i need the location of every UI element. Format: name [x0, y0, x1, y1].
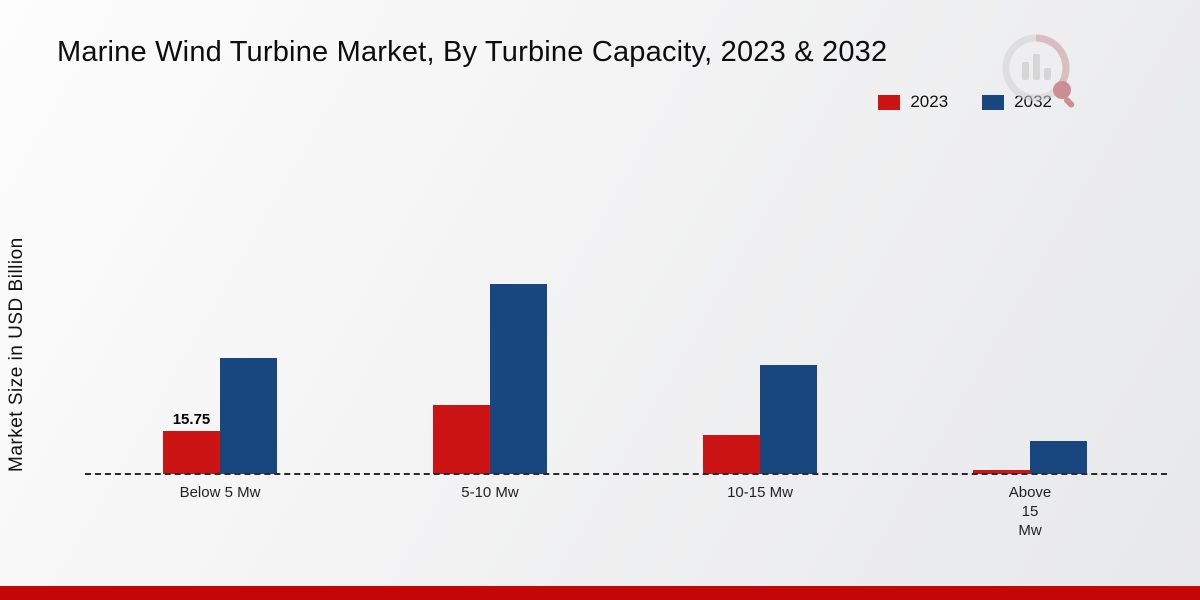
- legend-item-2023: 2023: [878, 92, 948, 112]
- bar-value-label: 15.75: [172, 411, 211, 428]
- category-label-below-5-mw: Below 5 Mw: [179, 484, 261, 501]
- category-label-above-15-mw: Above 15 Mw: [1008, 484, 1052, 539]
- bar-2023-10-15-mw: [703, 435, 760, 474]
- bar-group-10-15-mw: 10-15 Mw: [625, 270, 895, 501]
- bar-groups: 15.75 Below 5 Mw 5-10 Mw 10-15 Mw Above 15 Mw: [85, 270, 1165, 539]
- category-label-5-10-mw: 5-10 Mw: [461, 484, 519, 501]
- footer-accent-bar: [0, 586, 1200, 600]
- category-label-10-15-mw: 10-15 Mw: [727, 484, 793, 501]
- legend-swatch-2023: [878, 94, 901, 110]
- bar-2023-5-10-mw: [433, 405, 490, 474]
- x-axis-baseline: [85, 473, 1167, 475]
- bar-2032-10-15-mw: [760, 365, 817, 474]
- y-axis-label: Market Size in USD Billion: [6, 237, 27, 473]
- bar-group-below-5-mw: 15.75 Below 5 Mw: [85, 270, 355, 501]
- chart-title: Marine Wind Turbine Market, By Turbine C…: [57, 36, 888, 68]
- bar-2032-below-5-mw: [220, 358, 277, 474]
- bar-group-above-15-mw: Above 15 Mw: [895, 270, 1165, 539]
- bar-2032-5-10-mw: [490, 284, 547, 474]
- legend-label-2023: 2023: [910, 92, 949, 111]
- bar-group-5-10-mw: 5-10 Mw: [355, 270, 625, 501]
- bar-2023-above-15-mw: [973, 470, 1030, 474]
- legend-swatch-2032: [982, 94, 1005, 110]
- bar-2023-below-5-mw: [163, 431, 220, 474]
- watermark-logo-icon: [1000, 30, 1078, 117]
- bar-2032-above-15-mw: [1030, 441, 1087, 474]
